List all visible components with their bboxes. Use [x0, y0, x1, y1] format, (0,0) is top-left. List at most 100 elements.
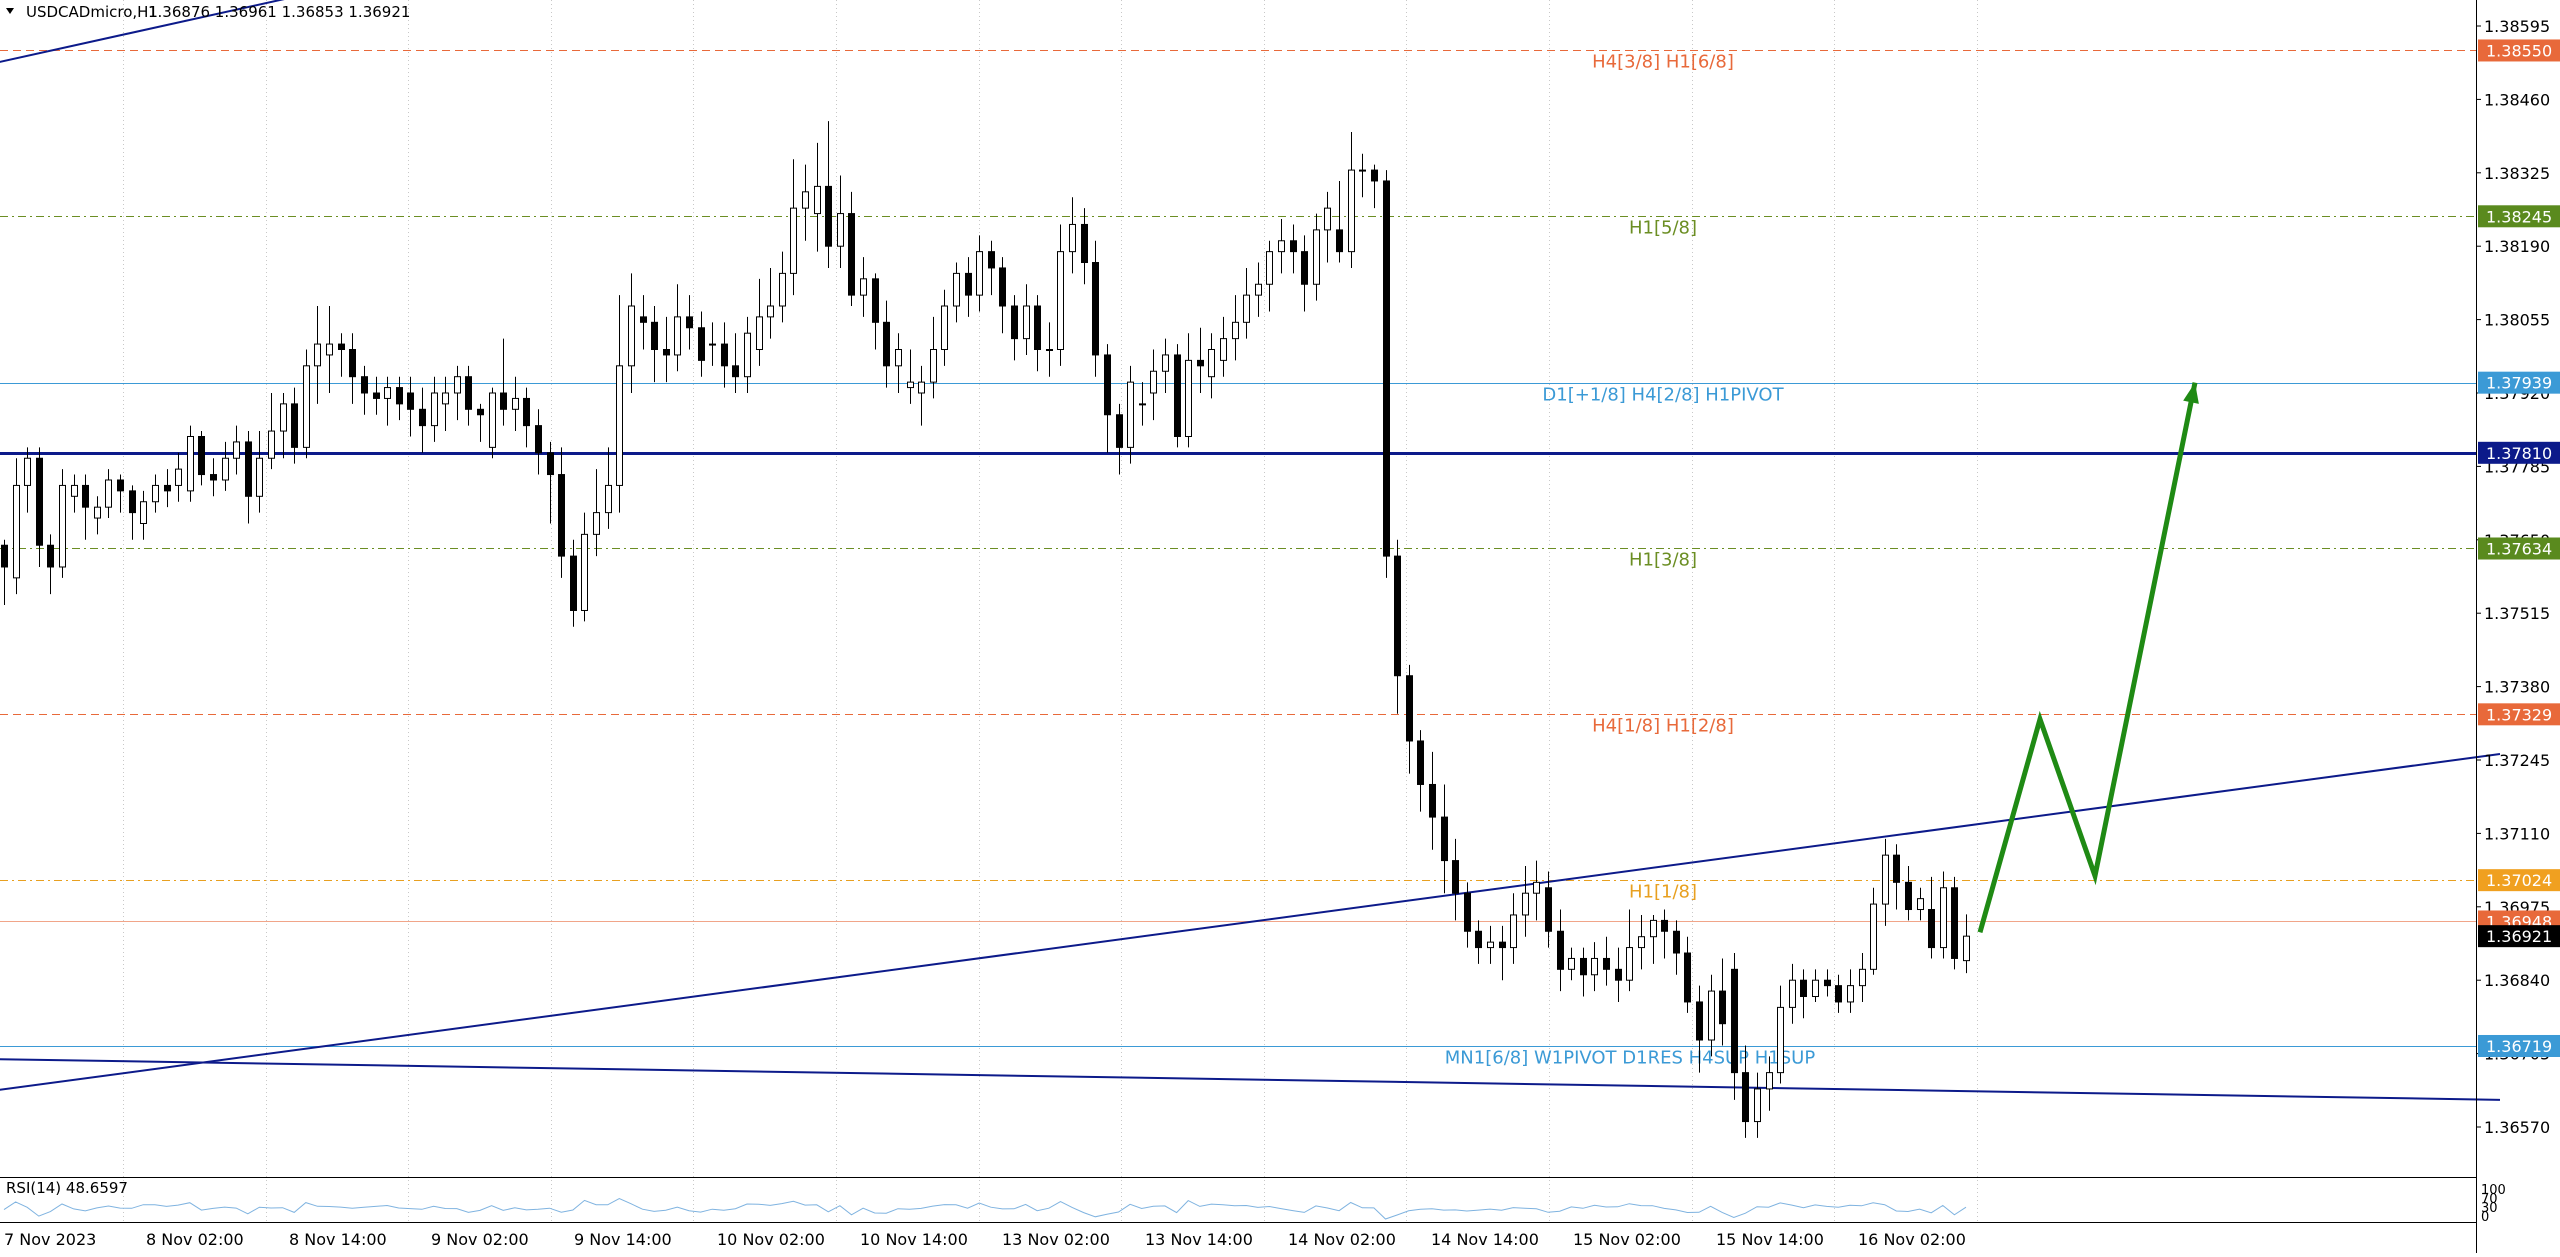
- candle-body: [24, 457, 31, 486]
- candle-body: [581, 533, 588, 611]
- y-tick-label: 1.38190: [2484, 237, 2550, 256]
- candle-body: [1696, 1001, 1703, 1041]
- candle-body: [465, 376, 472, 410]
- candle-body: [280, 403, 287, 432]
- candle-body: [895, 349, 902, 367]
- candle-body: [1591, 957, 1598, 976]
- candle-body: [558, 474, 565, 557]
- candle-body: [1940, 887, 1947, 949]
- candle-body: [1638, 936, 1645, 949]
- candle-body: [965, 272, 972, 296]
- candle-body: [1081, 223, 1088, 264]
- candle-body: [1800, 979, 1807, 998]
- rsi-scale-0: 0: [2481, 1210, 2489, 1225]
- x-tick-label: 13 Nov 02:00: [1002, 1230, 1110, 1249]
- candle-body: [1324, 207, 1331, 231]
- candle-body: [1557, 930, 1564, 970]
- rsi-window[interactable]: RSI(14) 48.6597 100 70 30 0: [3, 1179, 2506, 1225]
- candle-body: [454, 376, 461, 394]
- candle-body: [1464, 892, 1471, 932]
- level-label: H1[3/8]: [1629, 550, 1697, 571]
- level-lines: H4[3/8] H1[6/8] H1[5/8] D1[+1/8] H4[2/8] H…: [0, 50, 2476, 1069]
- candles: [1, 121, 1970, 1138]
- price-tag-label: 1.36719: [2486, 1037, 2552, 1056]
- candle-body: [303, 365, 310, 448]
- y-tick-label: 1.37380: [2484, 678, 2550, 697]
- candle-body: [674, 316, 681, 356]
- candle-body: [1963, 935, 1970, 962]
- trend-lines[interactable]: [0, 0, 2501, 1101]
- candle-body: [1847, 985, 1854, 1003]
- candle-body: [1859, 968, 1866, 987]
- candle-body: [419, 408, 426, 427]
- candle-body: [431, 392, 438, 427]
- x-tick-label: 15 Nov 02:00: [1573, 1230, 1681, 1249]
- level-label: D1[+1/8] H4[2/8] H1PIVOT: [1542, 385, 1784, 406]
- x-tick-label: 10 Nov 02:00: [717, 1230, 825, 1249]
- candle-body: [605, 484, 612, 514]
- candle-body: [1824, 979, 1831, 987]
- dropdown-triangle-icon[interactable]: [6, 8, 14, 14]
- x-tick-label: 13 Nov 14:00: [1145, 1230, 1253, 1249]
- price-tag-label: 1.37024: [2486, 871, 2552, 890]
- price-tag: [2478, 703, 2560, 726]
- candle-body: [1766, 1072, 1773, 1090]
- candle-body: [1394, 555, 1401, 677]
- candle-body: [1499, 941, 1506, 949]
- x-tick-label: 9 Nov 14:00: [574, 1230, 672, 1249]
- candle-body: [1232, 321, 1239, 340]
- candle-body: [628, 305, 635, 367]
- y-tick-label: 1.36570: [2484, 1118, 2550, 1137]
- y-tick-label: 1.36840: [2484, 971, 2550, 990]
- price-tag: [2478, 1034, 2560, 1057]
- candle-body: [1673, 930, 1680, 954]
- candle-body: [1580, 957, 1587, 976]
- price-axis[interactable]: 1.38595 1.38460 1.38325 1.38190 1.38055 1.379…: [2476, 17, 2550, 1137]
- candle-body: [1835, 985, 1842, 1003]
- candle-body: [616, 365, 623, 486]
- trendline-descending-support[interactable]: [0, 1058, 2501, 1101]
- rsi-label: RSI(14) 48.6597: [6, 1179, 128, 1197]
- level-label: H1[5/8]: [1629, 218, 1697, 239]
- candle-body: [1882, 854, 1889, 905]
- candle-body: [1255, 283, 1262, 296]
- candle-body: [1905, 881, 1912, 911]
- candle-body: [1406, 675, 1413, 742]
- y-tick-label: 1.38325: [2484, 164, 2550, 183]
- x-tick-label: 7 Nov 2023: [4, 1230, 96, 1249]
- price-tag-label: 1.38550: [2486, 41, 2552, 60]
- price-tag-label: 1.37634: [2486, 539, 2552, 558]
- price-tag-label: 1.37810: [2486, 444, 2552, 463]
- time-axis[interactable]: 7 Nov 2023 8 Nov 02:00 8 Nov 14:00 9 Nov 02…: [4, 1230, 1966, 1249]
- candle-body: [767, 305, 774, 318]
- candle-body: [1011, 305, 1018, 340]
- candle-body: [872, 278, 879, 323]
- candle-body: [837, 213, 844, 247]
- projection-arrow[interactable]: [1977, 382, 2199, 934]
- projection-path: [1977, 382, 2198, 934]
- price-tag: [2478, 39, 2560, 62]
- candle-body: [1139, 403, 1146, 406]
- candle-body: [1243, 294, 1250, 323]
- candle-body: [814, 185, 821, 215]
- candle-body: [1266, 251, 1273, 285]
- level-label: H4[1/8] H1[2/8]: [1592, 716, 1734, 737]
- candle-body: [1116, 414, 1123, 448]
- candle-body: [1220, 338, 1227, 361]
- candle-body: [256, 457, 263, 497]
- candle-body: [384, 387, 391, 399]
- trendline-upper-line[interactable]: [0, 0, 310, 64]
- candle-body: [1684, 952, 1691, 1003]
- trendline-lower-channel[interactable]: [0, 753, 2501, 1091]
- candle-body: [1185, 359, 1192, 437]
- candle-body: [1615, 968, 1622, 981]
- candle-body: [1057, 251, 1064, 351]
- candle-body: [535, 425, 542, 454]
- candle-body: [1150, 370, 1157, 394]
- candle-body: [1522, 892, 1529, 916]
- candle-body: [349, 349, 356, 378]
- candle-body: [1870, 903, 1877, 970]
- price-tag-label: 1.37329: [2486, 705, 2552, 724]
